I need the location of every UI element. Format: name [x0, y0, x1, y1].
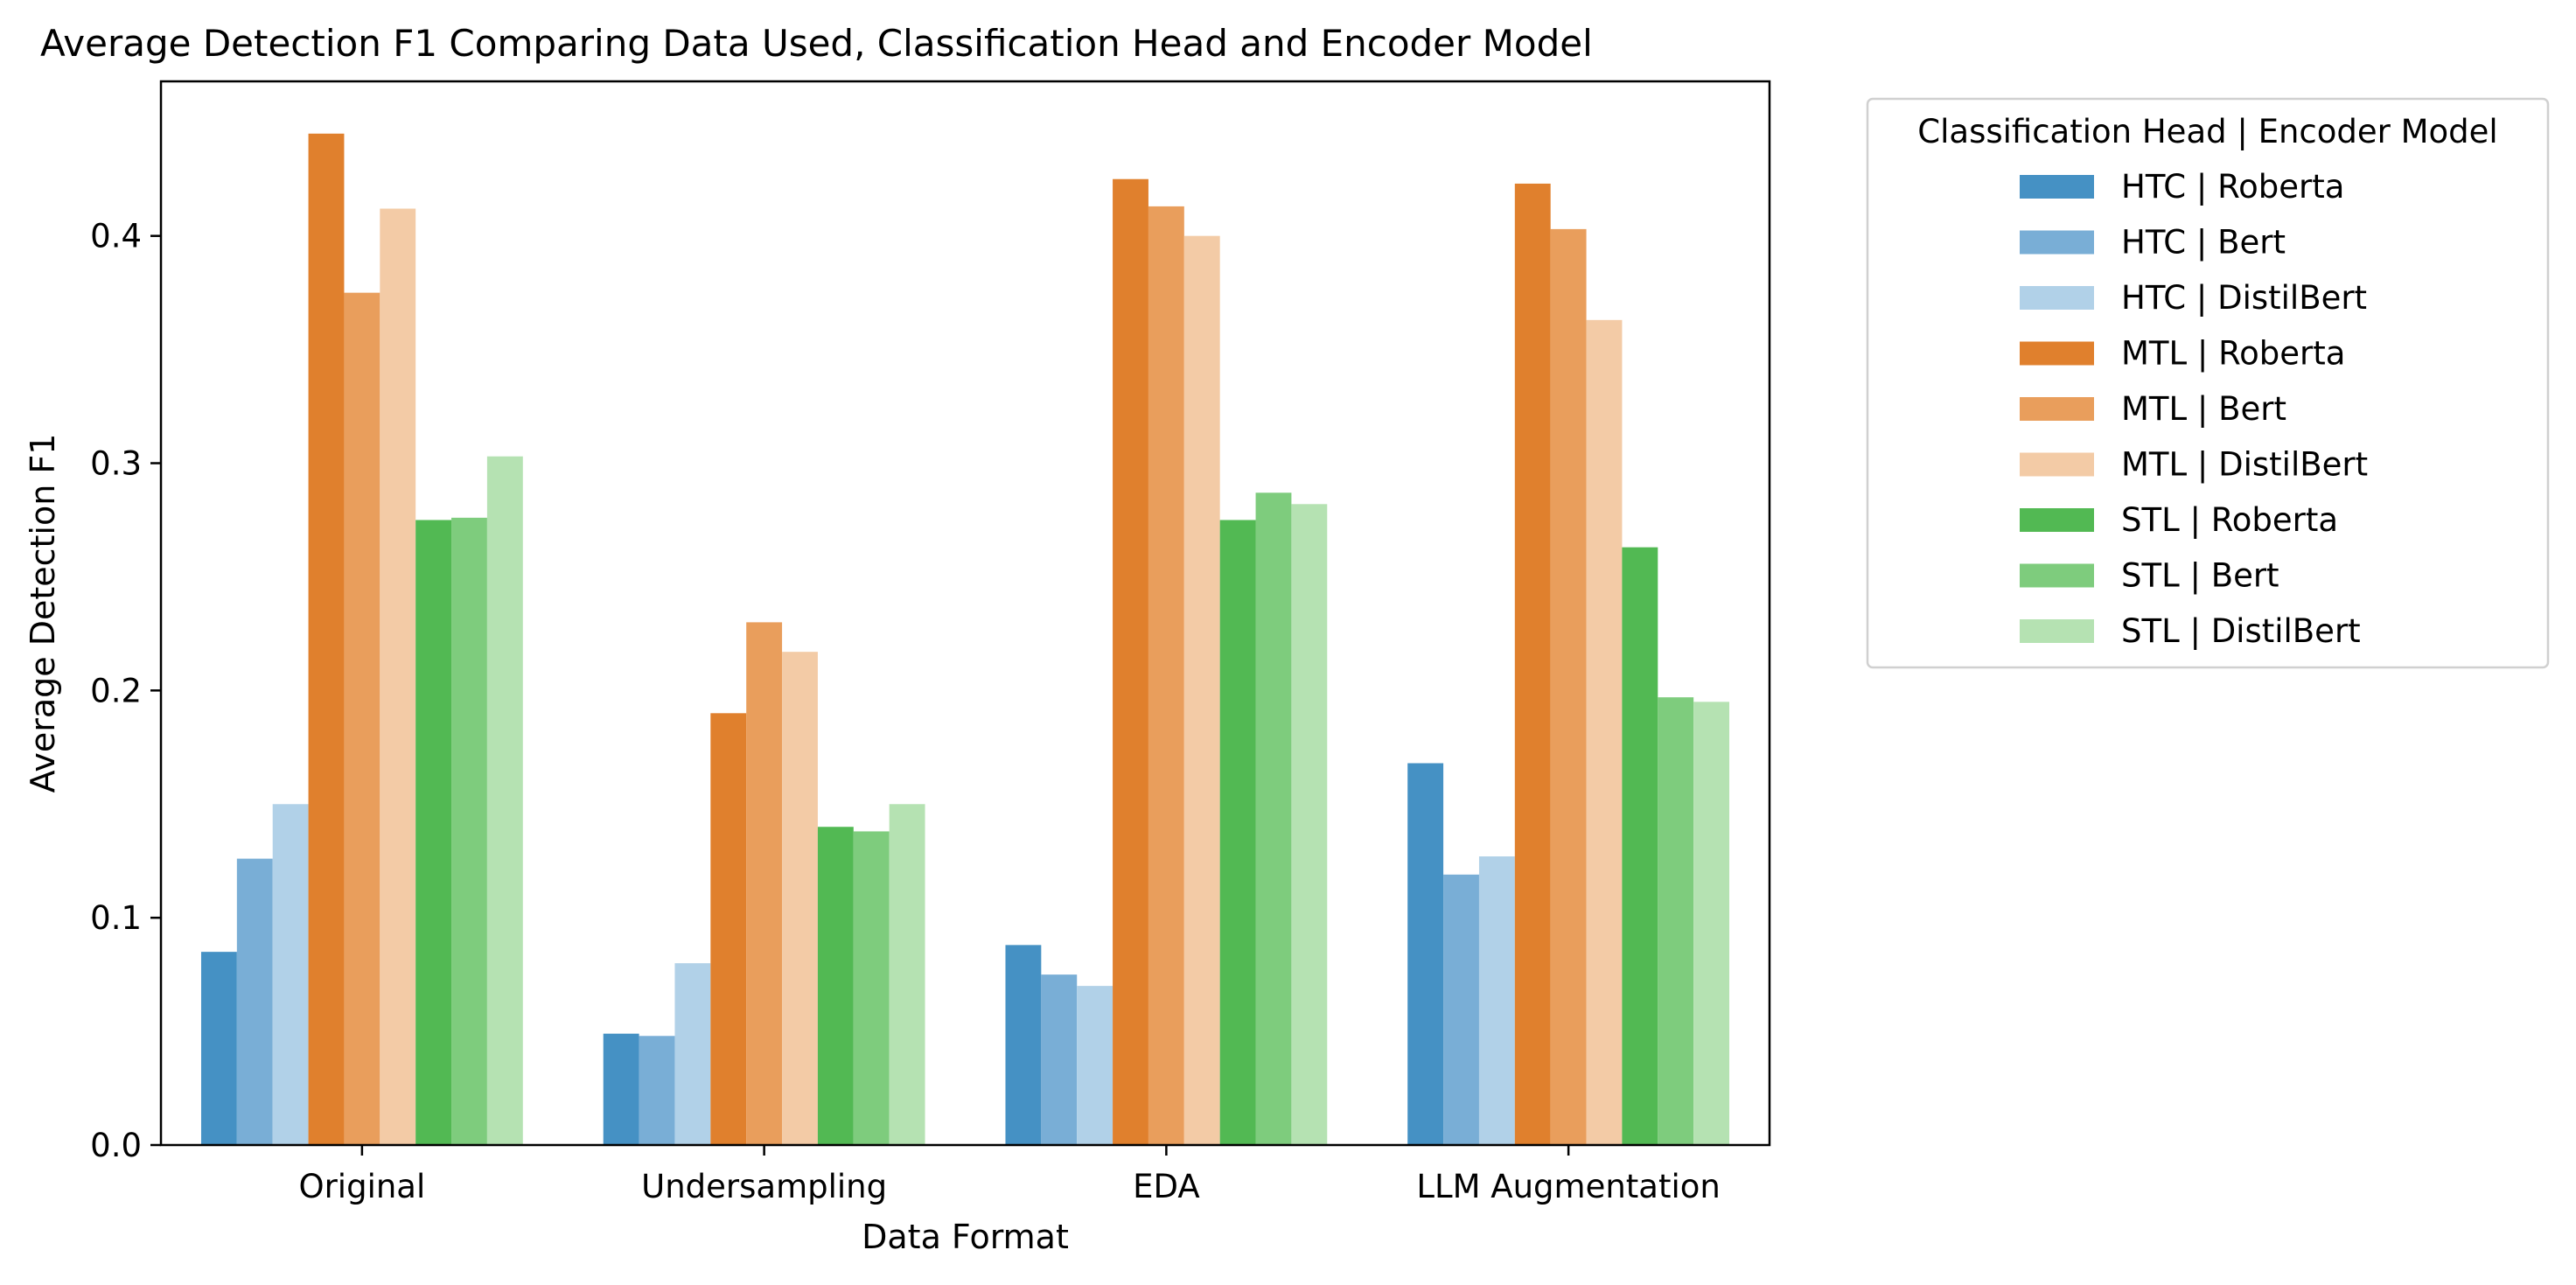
bar — [603, 1033, 639, 1145]
legend-label: STL | DistilBert — [2121, 612, 2361, 650]
bar — [1407, 763, 1444, 1145]
x-axis: Original Undersampling EDA LLM Augmentation — [298, 1145, 1721, 1205]
legend-label: HTC | Roberta — [2121, 168, 2344, 206]
bar — [746, 622, 783, 1145]
legend-label: HTC | Bert — [2121, 224, 2286, 262]
bar — [1183, 235, 1220, 1146]
legend-swatch — [2020, 619, 2094, 643]
bar — [1255, 492, 1292, 1145]
bar — [1514, 183, 1551, 1145]
y-tick-label: 0.1 — [90, 899, 142, 937]
legend-label: STL | Bert — [2121, 557, 2279, 595]
bar — [674, 963, 711, 1145]
bar — [1041, 974, 1078, 1145]
bar — [1077, 986, 1113, 1145]
legend-items: HTC | Roberta HTC | Bert HTC | DistilBert M… — [2020, 168, 2368, 650]
bar — [1658, 697, 1694, 1145]
bar — [1693, 702, 1730, 1145]
bar — [1550, 228, 1587, 1145]
legend-swatch — [2020, 397, 2094, 421]
bar — [889, 804, 925, 1145]
y-axis: 0.0 0.1 0.2 0.3 0.4 — [90, 218, 161, 1164]
legend-swatch — [2020, 286, 2094, 310]
legend: Classification Head | Encoder Model HTC … — [1866, 97, 2550, 669]
bar — [853, 831, 890, 1145]
bar — [200, 952, 237, 1145]
bar — [1291, 504, 1328, 1145]
bar — [415, 520, 452, 1145]
legend-swatch — [2020, 341, 2094, 366]
x-tick-label: EDA — [1133, 1168, 1200, 1205]
chart-title: Average Detection F1 Comparing Data Used… — [40, 22, 1593, 65]
bar — [451, 517, 487, 1145]
x-tick-label: Original — [298, 1168, 425, 1205]
legend-label: STL | Roberta — [2121, 501, 2338, 539]
y-tick-label: 0.3 — [90, 445, 142, 483]
bar — [236, 858, 273, 1145]
legend-swatch — [2020, 452, 2094, 477]
y-tick-label: 0.2 — [90, 672, 142, 709]
bar — [272, 804, 309, 1145]
legend-title: Classification Head | Encoder Model — [1917, 113, 2497, 150]
y-tick-label: 0.4 — [90, 218, 142, 255]
bar — [380, 208, 416, 1145]
bars-group — [200, 133, 1730, 1146]
bar — [1148, 206, 1184, 1145]
x-tick-label: Undersampling — [641, 1168, 887, 1205]
legend-swatch — [2020, 230, 2094, 255]
legend-swatch — [2020, 175, 2094, 199]
bar — [308, 133, 345, 1145]
bar — [710, 713, 747, 1145]
bar — [1586, 319, 1623, 1145]
x-axis-label: Data Format — [862, 1218, 1069, 1256]
plot-frame — [159, 80, 1771, 1147]
y-tick-label: 0.0 — [90, 1127, 142, 1164]
x-tick-label: LLM Augmentation — [1416, 1168, 1720, 1205]
legend-label: MTL | Bert — [2121, 390, 2286, 428]
bar — [1478, 856, 1515, 1145]
legend-swatch — [2020, 508, 2094, 532]
bar — [1113, 178, 1148, 1146]
bar — [1005, 945, 1042, 1145]
bar — [1443, 874, 1479, 1145]
legend-label: MTL | Roberta — [2121, 335, 2345, 373]
bar — [782, 652, 818, 1145]
legend-label: MTL | DistilBert — [2121, 446, 2368, 484]
legend-swatch — [2020, 563, 2094, 588]
y-axis-label: Average Detection F1 — [24, 434, 62, 793]
bar — [639, 1036, 675, 1145]
bar — [1622, 547, 1658, 1145]
bar — [1219, 520, 1256, 1145]
legend-label: HTC | DistilBert — [2121, 279, 2367, 317]
bar — [344, 292, 380, 1145]
bar — [486, 456, 523, 1145]
bar — [817, 827, 854, 1145]
